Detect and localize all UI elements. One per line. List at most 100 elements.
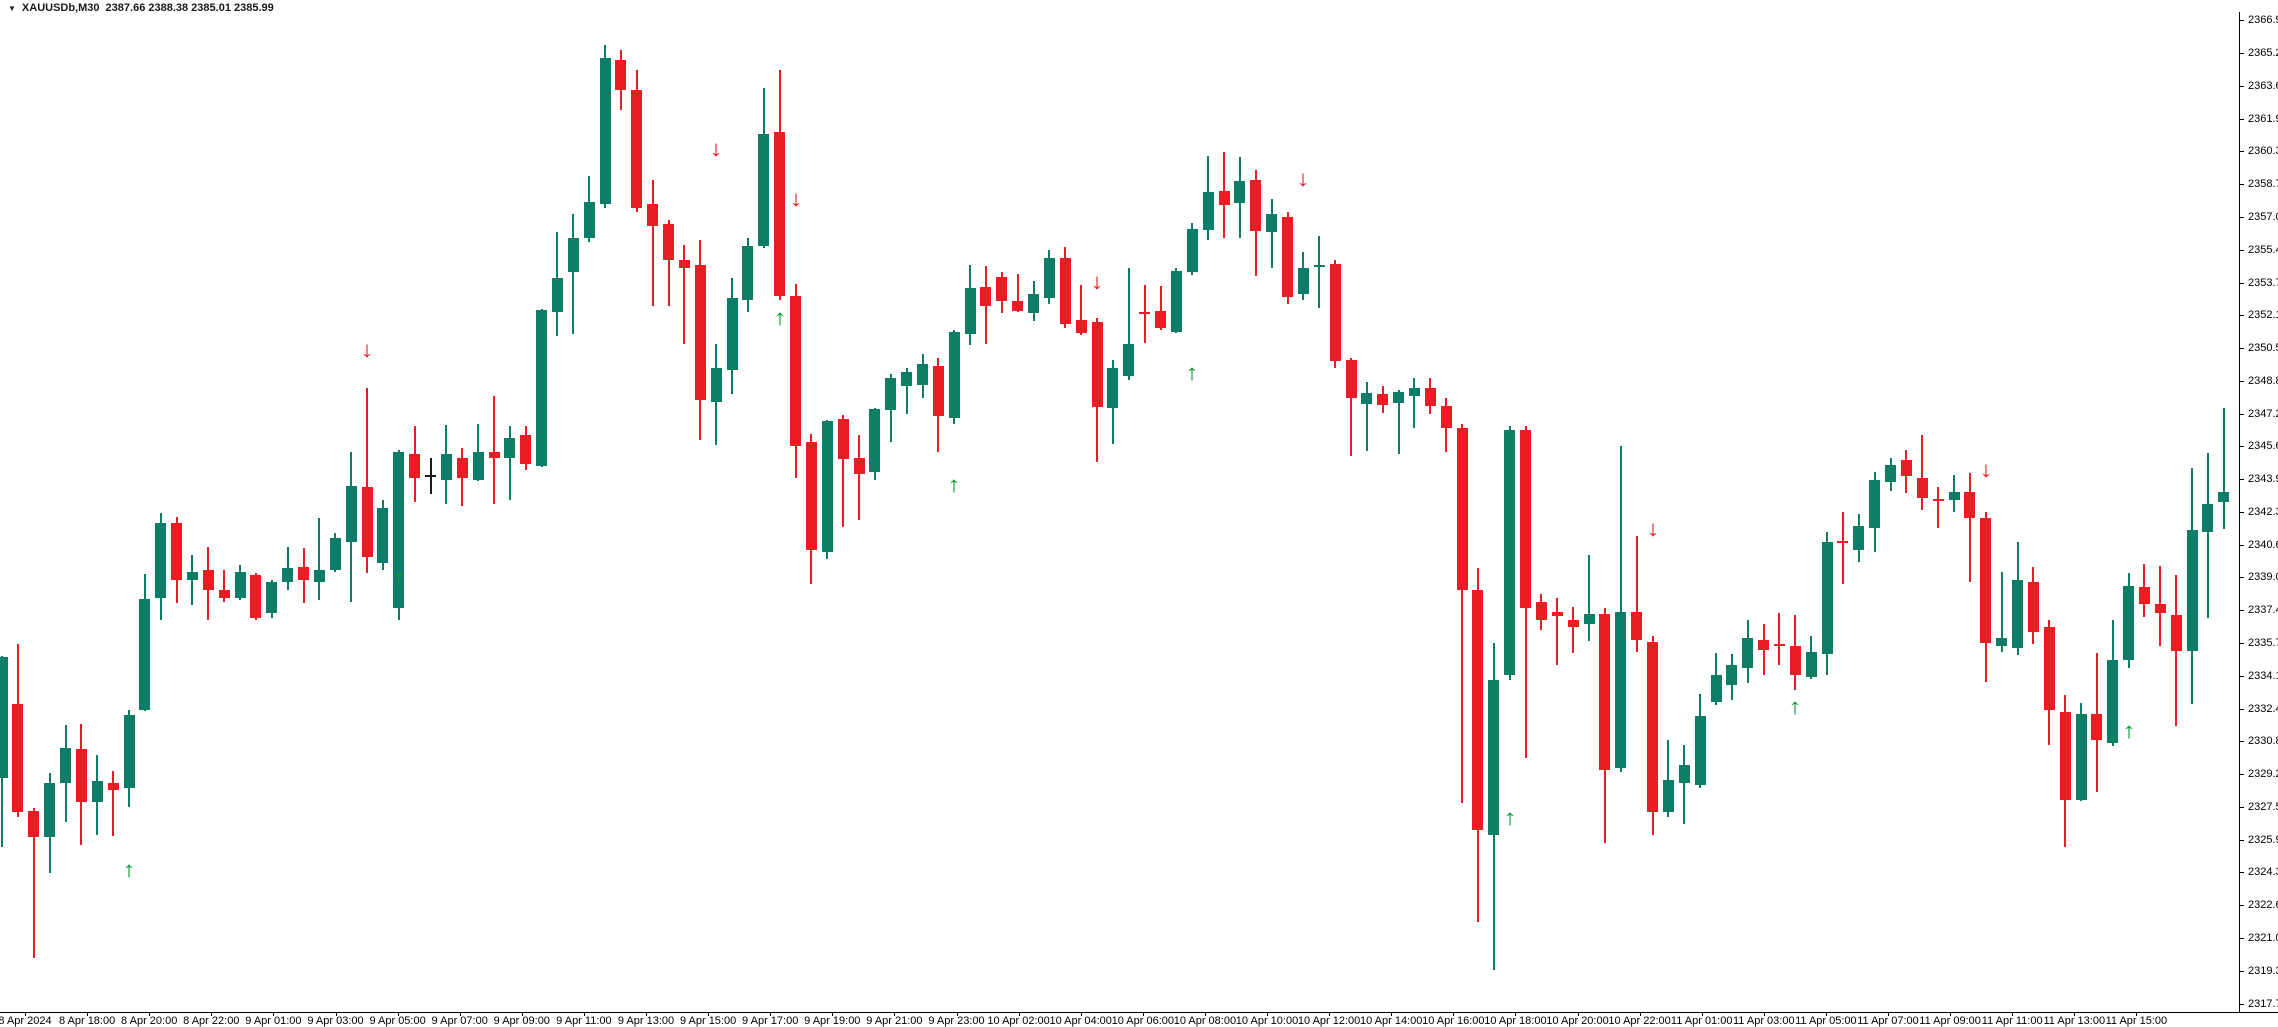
price-tick	[2239, 774, 2244, 775]
candle-wick	[1921, 435, 1924, 510]
candle-wick	[1318, 236, 1321, 308]
price-tick	[2239, 315, 2244, 316]
price-label: 2358.70	[2248, 178, 2278, 190]
candle-body	[1186, 229, 1198, 272]
buy-signal-arrow: ↑	[1185, 360, 1200, 385]
candle-wick	[1016, 274, 1019, 312]
price-label: 2319.35	[2248, 965, 2278, 977]
candle-body	[1647, 642, 1658, 812]
candle-body	[710, 368, 722, 402]
candle-body	[2091, 714, 2103, 740]
candle-wick	[1937, 487, 1940, 528]
time-tick	[1701, 1012, 1703, 1016]
candle-body	[2218, 492, 2230, 502]
candle-body	[1535, 602, 1547, 620]
candle-body	[1456, 428, 1468, 590]
price-label: 2350.50	[2248, 342, 2278, 354]
price-tick	[2239, 741, 2244, 742]
time-label: 11 Apr 11:00	[1981, 1015, 2043, 1027]
candle-body	[1694, 716, 1706, 785]
price-label: 2345.60	[2248, 440, 2278, 452]
ohlc-readout: 2387.66 2388.38 2385.01 2385.99	[105, 2, 274, 14]
candle-body	[1123, 344, 1135, 376]
candle-body	[329, 538, 341, 570]
candle-body	[1916, 478, 1928, 498]
candle-wick	[1572, 607, 1575, 653]
time-label: 8 Apr 20:00	[121, 1015, 178, 1027]
buy-signal-arrow: ↑	[947, 472, 962, 497]
candle-body	[393, 452, 405, 608]
candle-wick	[1365, 382, 1368, 451]
time-tick	[2074, 1012, 2076, 1016]
candle-body	[551, 278, 563, 312]
candle-wick	[1588, 555, 1590, 641]
candle-body	[758, 134, 770, 246]
candle-body	[202, 570, 214, 590]
time-label: 9 Apr 17:00	[742, 1015, 799, 1027]
candle-body	[821, 421, 833, 552]
candle-body	[298, 567, 309, 580]
price-tick	[2239, 217, 2244, 218]
candle-body	[647, 204, 659, 226]
price-tick	[2239, 643, 2244, 644]
price-label: 2327.55	[2248, 801, 2278, 813]
candle-body	[1900, 460, 1912, 476]
sell-signal-arrow: ↓	[1296, 166, 1311, 191]
candle-body	[567, 238, 579, 272]
time-tick	[1391, 1012, 1393, 1016]
candle-body	[1758, 640, 1770, 650]
candle-body	[2123, 586, 2135, 660]
candle-wick	[318, 518, 321, 600]
candle-body	[1361, 393, 1373, 404]
price-label: 2330.85	[2248, 735, 2278, 747]
time-label: 9 Apr 09:00	[493, 1015, 550, 1027]
candle-body	[60, 748, 71, 783]
time-tick	[770, 1012, 772, 1016]
candle-body	[1821, 542, 1833, 654]
candle-wick	[2222, 408, 2225, 529]
candle-body	[2202, 504, 2214, 532]
candle-body	[504, 438, 516, 458]
candle-body	[1615, 612, 1627, 768]
price-tick	[2239, 86, 2244, 87]
candle-body	[1059, 258, 1071, 324]
price-label: 2324.30	[2248, 866, 2278, 878]
candle-body	[1805, 652, 1817, 677]
candle-wick	[1270, 199, 1273, 268]
candlestick-plot[interactable]: ↑ ↓ ↑ ↓ ↑ ↓ ↑ ↓ ↑ ↓ ↑ ↓ ↑ ↓ ↑	[0, 0, 2239, 1012]
candle-body	[917, 364, 928, 385]
time-label: 9 Apr 03:00	[307, 1015, 364, 1027]
candle-wick	[1556, 598, 1559, 665]
time-tick	[87, 1012, 89, 1016]
candle-body	[1710, 675, 1722, 702]
time-tick	[211, 1012, 213, 1016]
candle-body	[726, 298, 738, 370]
symbol-info-bar: ▼ XAUUSDb,M30 2387.66 2388.38 2385.01 23…	[8, 1, 274, 15]
candle-body	[869, 409, 881, 472]
candle-wick	[1080, 285, 1083, 335]
candle-body	[1472, 590, 1484, 830]
price-tick	[2239, 872, 2244, 873]
time-tick	[397, 1012, 399, 1016]
collapse-triangle-icon[interactable]: ▼	[8, 3, 16, 13]
time-axis-line	[0, 1012, 2278, 1013]
candle-body	[456, 458, 468, 478]
buy-signal-arrow: ↑	[772, 305, 787, 330]
buy-signal-arrow: ↑	[122, 857, 136, 882]
candle-body	[1932, 499, 1944, 501]
candle-body	[345, 486, 357, 542]
price-label: 2355.40	[2248, 244, 2278, 256]
candle-body	[2027, 582, 2039, 632]
price-label: 2361.95	[2248, 113, 2278, 125]
candle-body	[1424, 388, 1436, 406]
candle-body	[2138, 587, 2150, 604]
candle-body	[790, 296, 801, 446]
price-tick	[2239, 479, 2244, 480]
candle-body	[805, 442, 817, 550]
candle-wick	[2206, 453, 2209, 618]
candle-body	[1218, 191, 1230, 205]
time-tick	[583, 1012, 585, 1016]
time-label: 9 Apr 15:00	[679, 1015, 737, 1027]
candle-body	[536, 310, 548, 466]
time-tick	[1888, 1012, 1889, 1016]
